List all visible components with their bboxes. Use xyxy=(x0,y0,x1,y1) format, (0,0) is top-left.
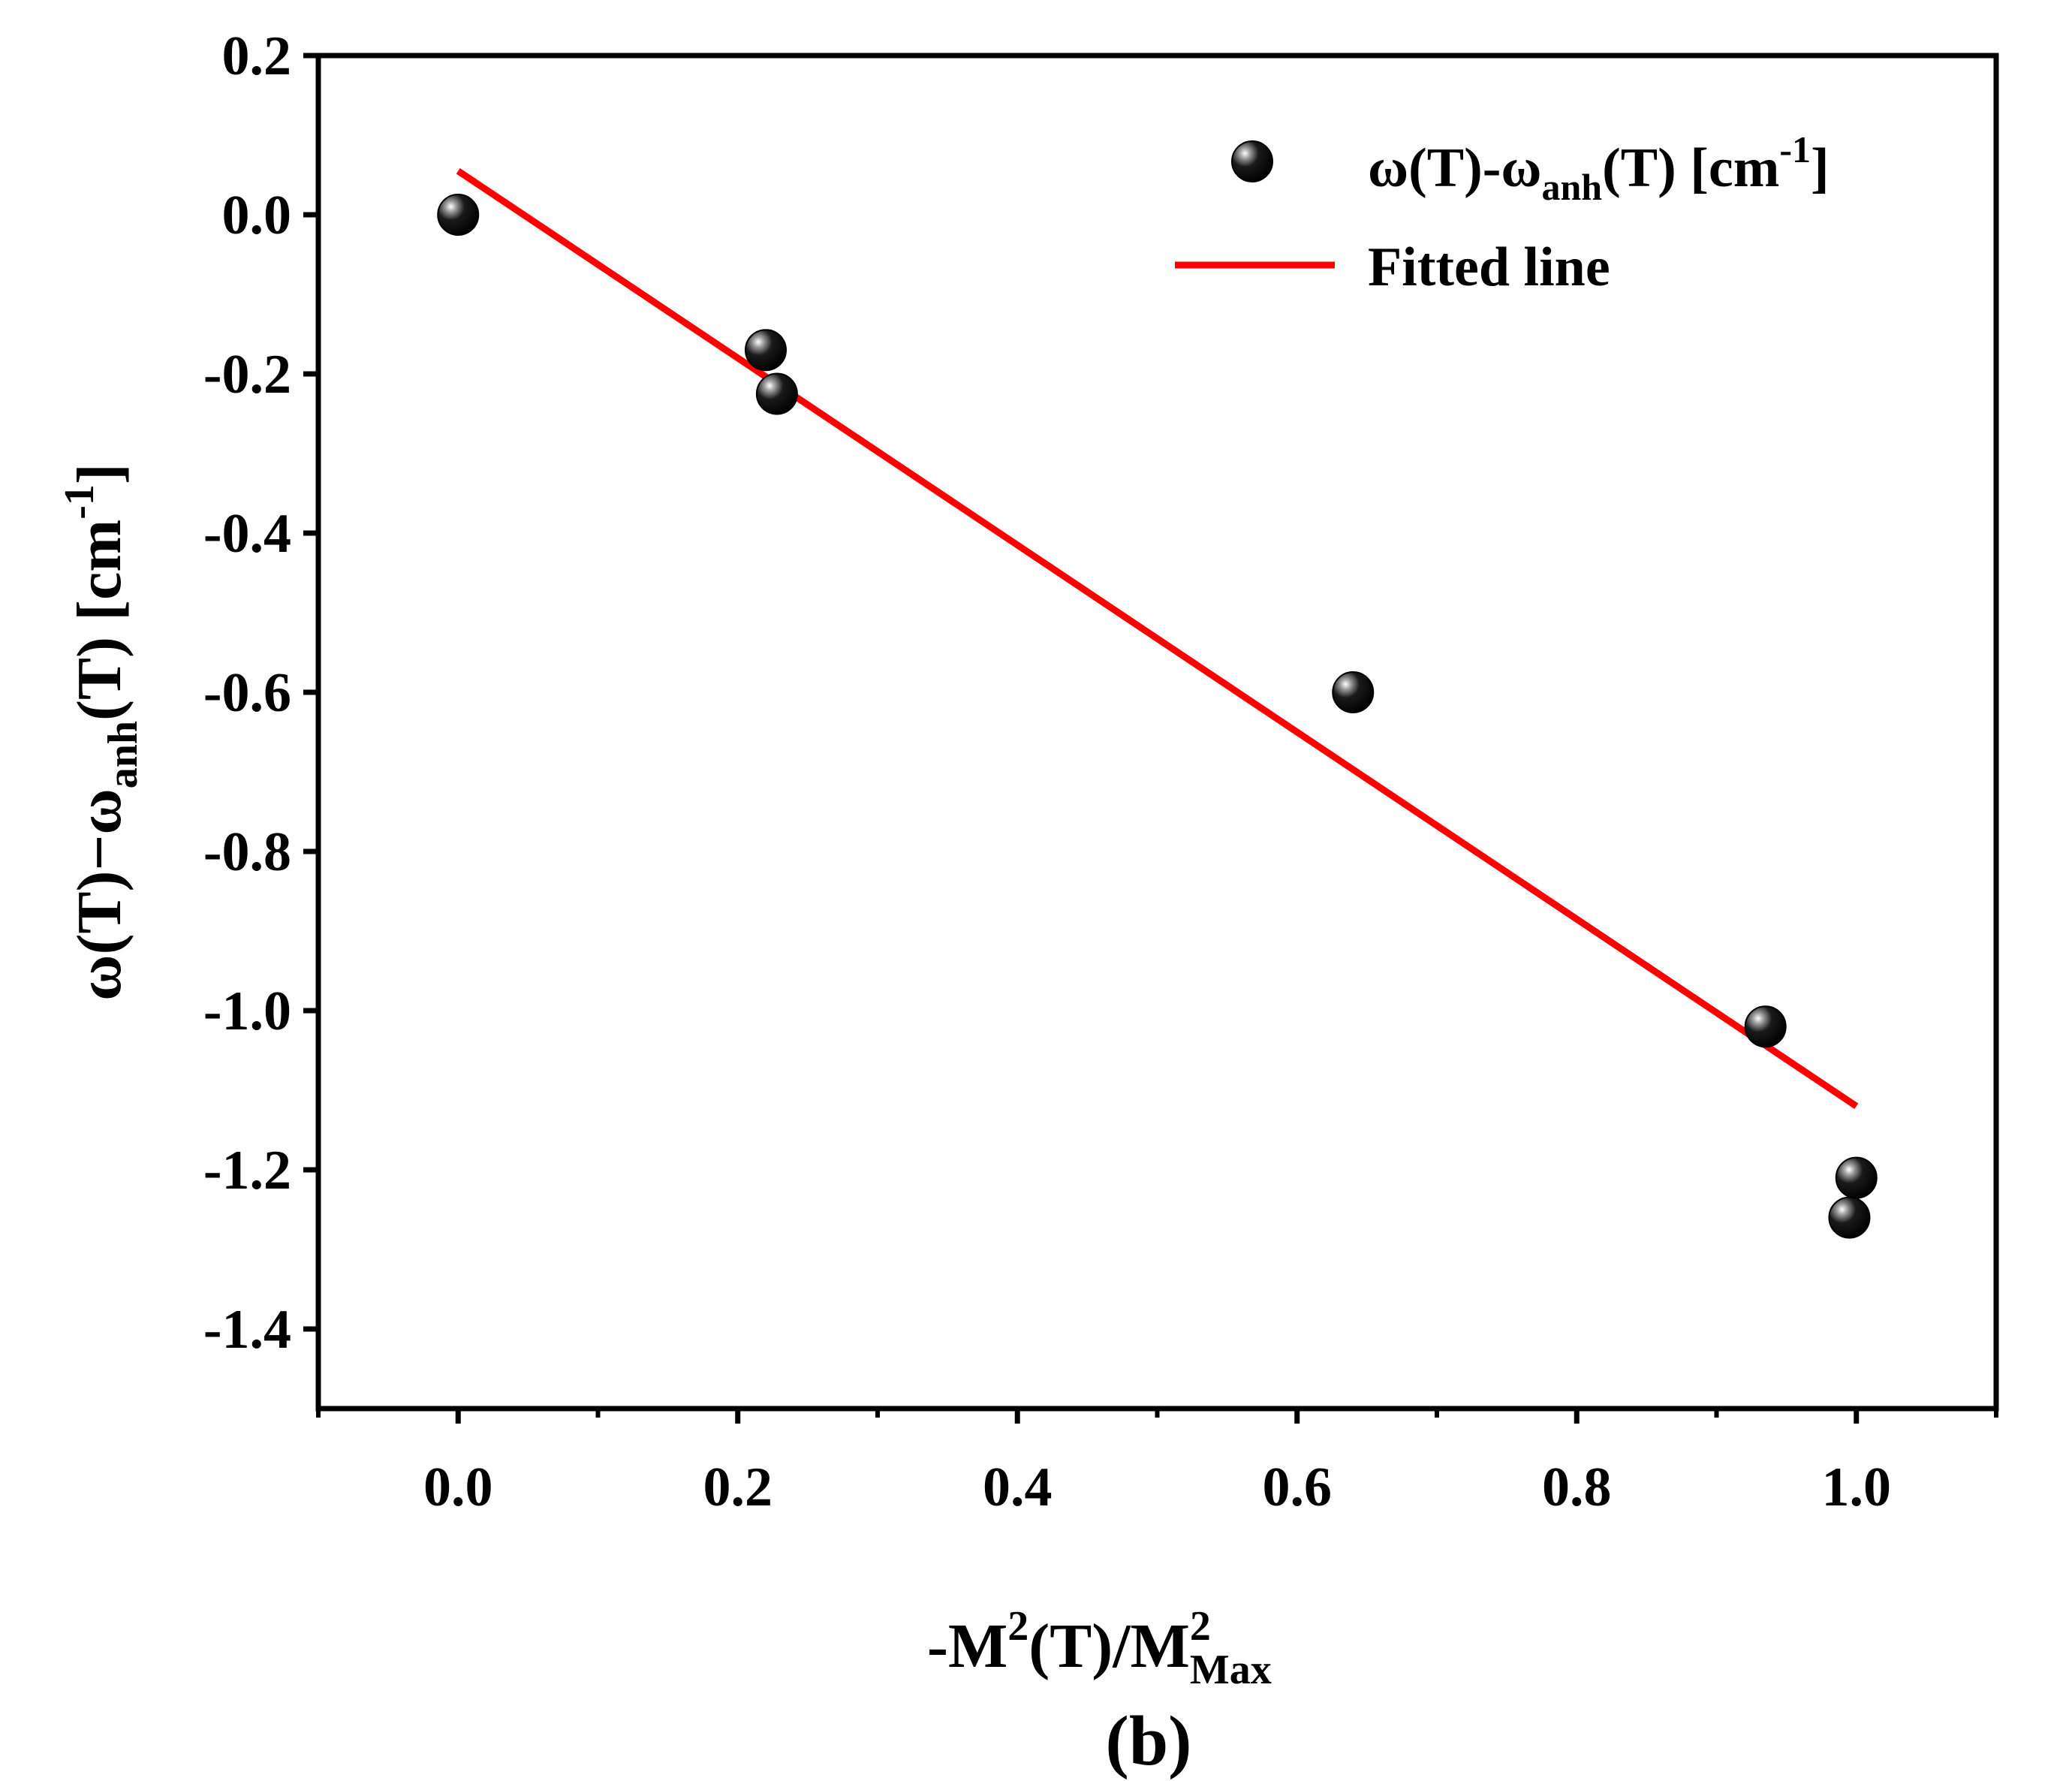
y-tick-label: -0.4 xyxy=(203,503,291,565)
x-tick-label: 1.0 xyxy=(1822,1457,1892,1518)
y-axis-title: ω(T)−ωanh(T) [cm-1] xyxy=(56,463,146,1001)
y-tick-label: 0.2 xyxy=(222,26,292,87)
fitted-line xyxy=(456,167,1859,1109)
y-tick-label: -1.0 xyxy=(203,981,291,1042)
x-tick-label: 0.2 xyxy=(703,1457,773,1518)
legend-label-scatter: ω(T)-ωanh(T) [cm-1] xyxy=(1368,128,1830,208)
data-point xyxy=(1744,1005,1787,1048)
legend-label-fitted: Fitted line xyxy=(1368,237,1610,298)
figure-caption: (b) xyxy=(1106,1702,1192,1780)
legend: ω(T)-ωanh(T) [cm-1] Fitted line xyxy=(1175,128,1830,298)
y-tick-label: -0.2 xyxy=(203,344,291,405)
plot-frame xyxy=(315,53,1999,1412)
fitted-line-layer xyxy=(456,167,1859,1109)
data-point xyxy=(755,372,798,415)
y-tick-label: -0.8 xyxy=(203,821,291,883)
x-tick-label: 0.4 xyxy=(983,1457,1053,1518)
legend-marker-scatter xyxy=(1231,140,1273,182)
x-axis-ticks: 0.0 0.2 0.4 0.6 0.8 1.0 xyxy=(316,1409,1998,1518)
data-point xyxy=(745,329,787,372)
y-tick-label: -1.2 xyxy=(203,1140,291,1201)
data-point xyxy=(1835,1156,1878,1199)
x-tick-label: 0.6 xyxy=(1263,1457,1333,1518)
x-tick-label: 0.8 xyxy=(1542,1457,1612,1518)
data-point xyxy=(1828,1196,1871,1239)
y-axis-ticks: 0.2 0.0 -0.2 -0.4 -0.6 -0.8 -1.0 -1.2 -1.4 xyxy=(203,26,318,1361)
y-tick-label: -1.4 xyxy=(203,1299,291,1361)
data-points-layer xyxy=(437,194,1878,1239)
data-point xyxy=(1332,671,1375,713)
data-point xyxy=(437,194,480,236)
x-tick-label: 0.0 xyxy=(423,1457,493,1518)
x-axis-title: -M2(T)/M2 Max xyxy=(927,1603,1272,1693)
y-tick-label: 0.0 xyxy=(222,185,292,246)
y-tick-label: -0.6 xyxy=(203,662,291,724)
